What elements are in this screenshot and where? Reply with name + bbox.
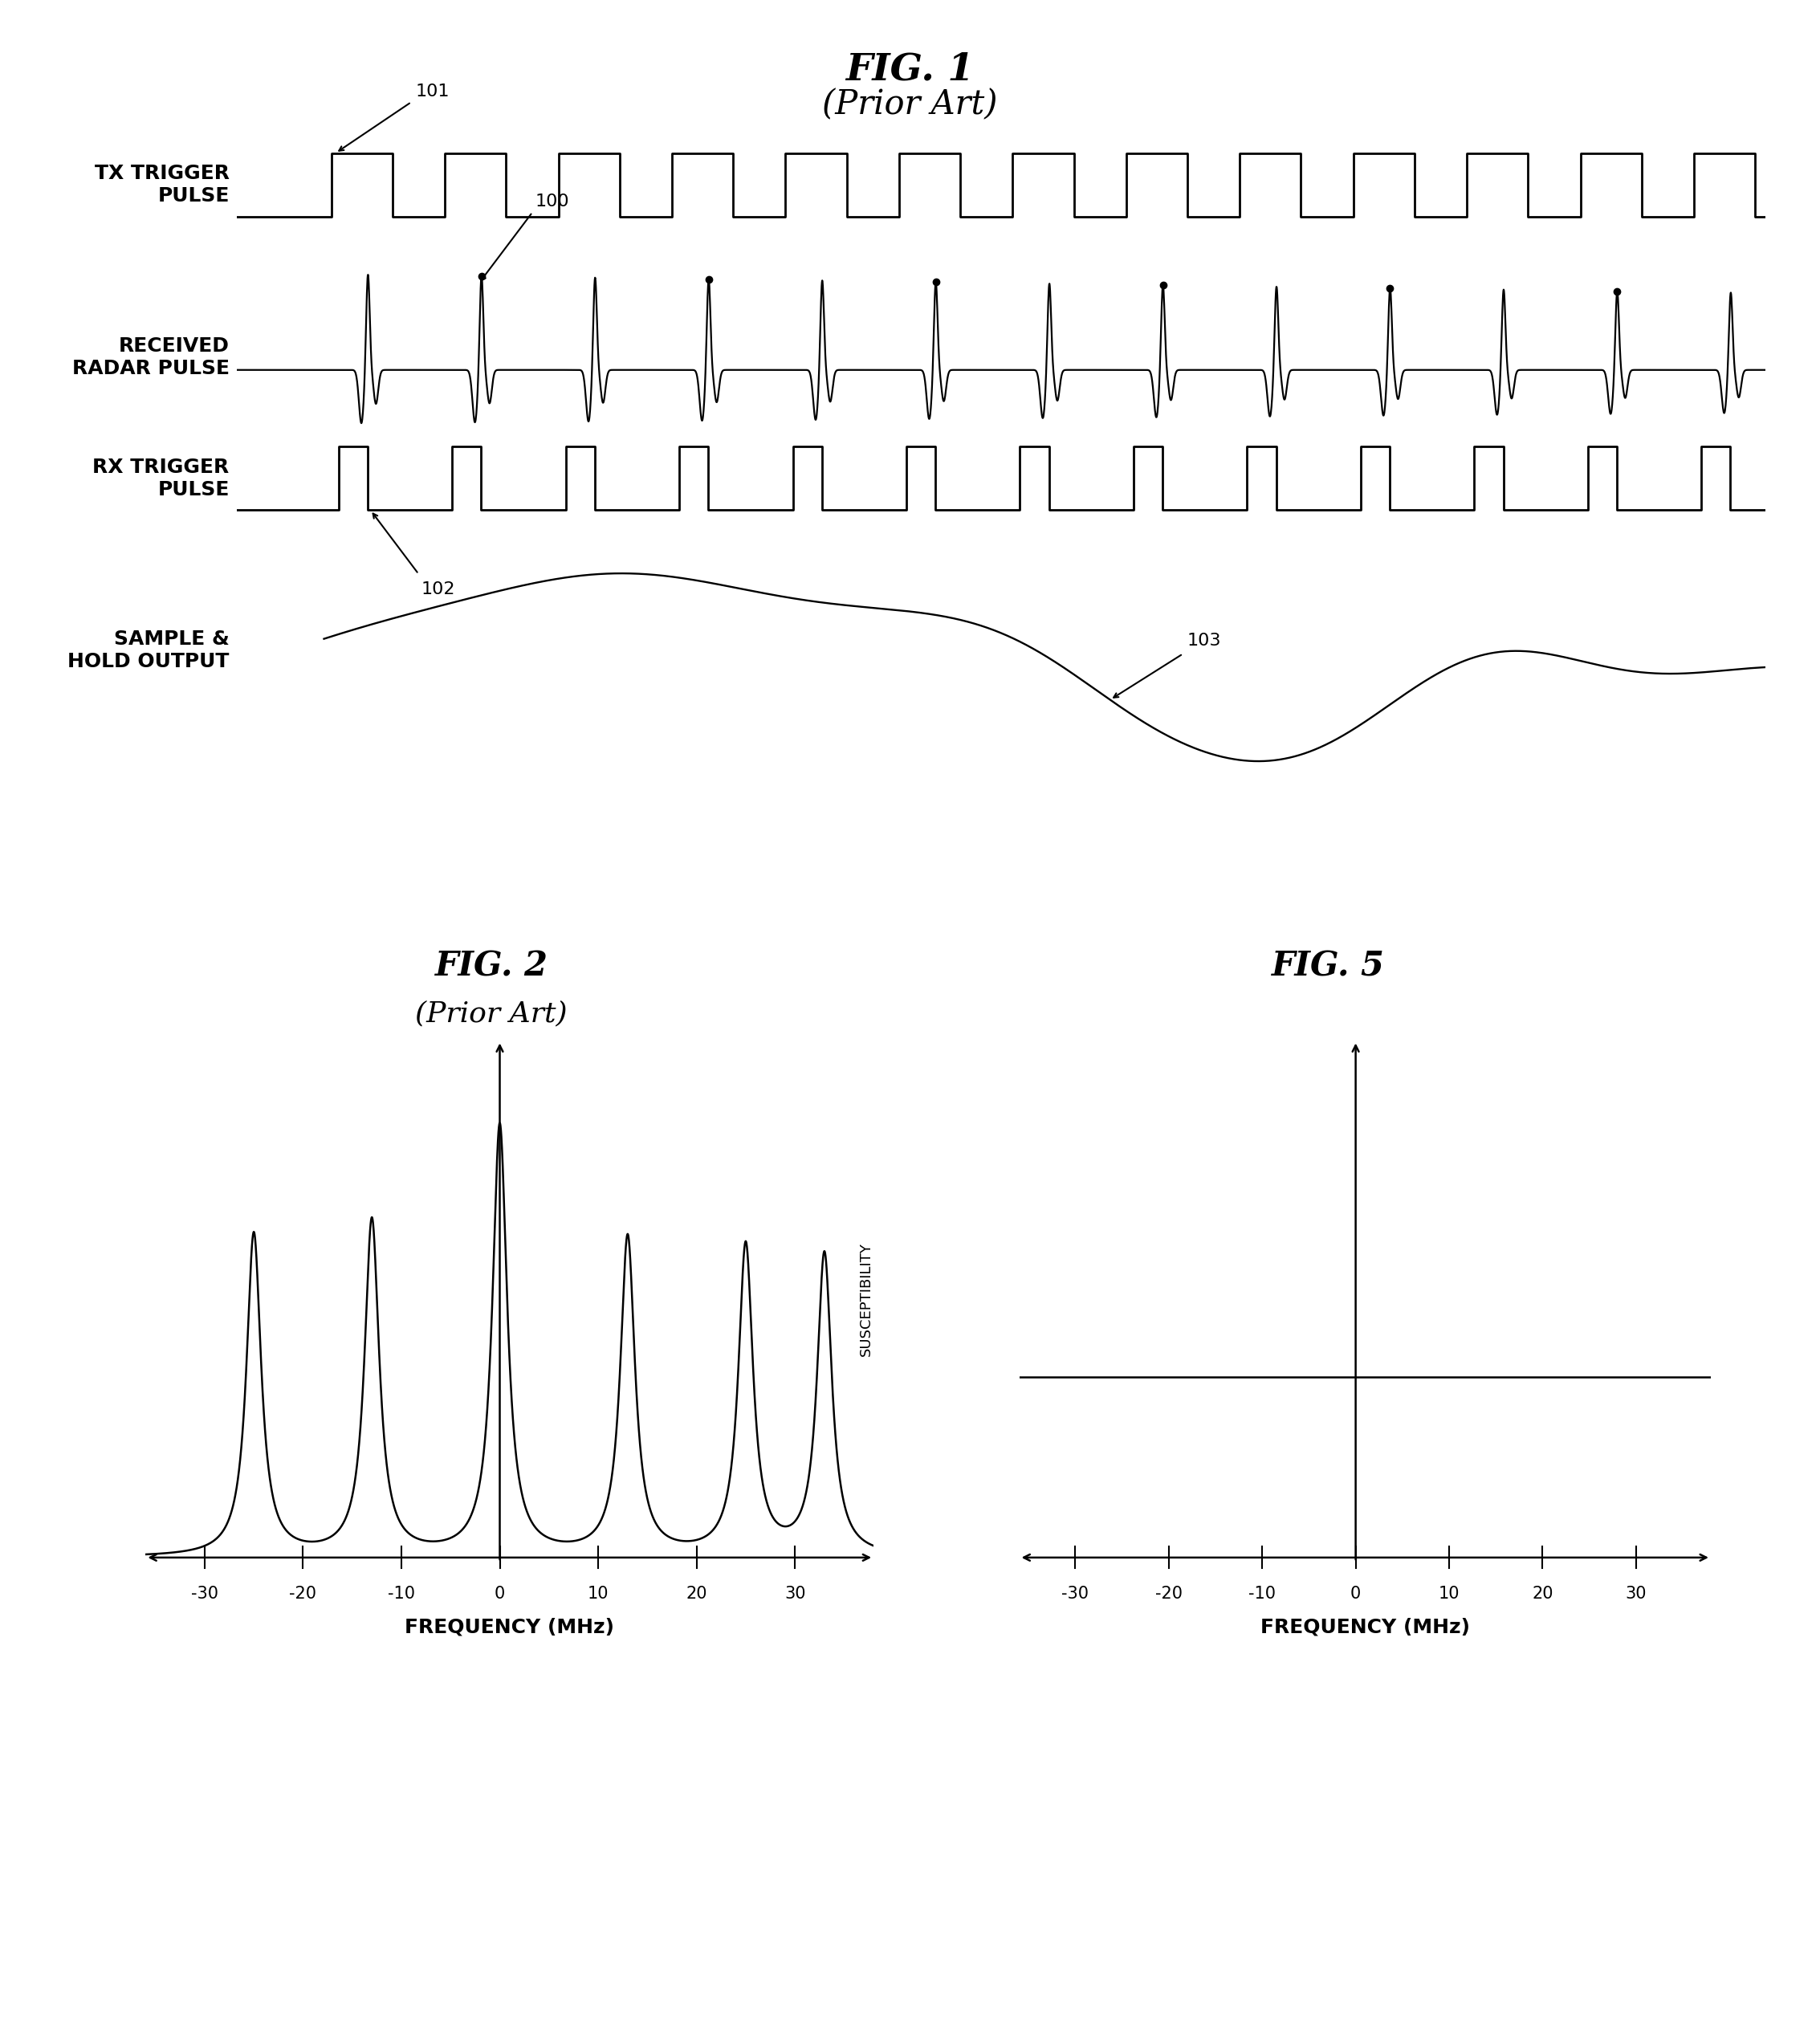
Text: FIG. 1: FIG. 1 — [846, 51, 974, 88]
Text: SUSCEPTIBILITY: SUSCEPTIBILITY — [859, 1243, 874, 1355]
Text: -10: -10 — [1249, 1586, 1276, 1602]
Text: -30: -30 — [191, 1586, 218, 1602]
Text: FREQUENCY (MHz): FREQUENCY (MHz) — [404, 1619, 615, 1637]
Text: 0: 0 — [495, 1586, 506, 1602]
Text: 20: 20 — [686, 1586, 708, 1602]
Text: 103: 103 — [1187, 633, 1221, 649]
Text: FIG. 5: FIG. 5 — [1272, 949, 1385, 984]
Text: FIG. 2: FIG. 2 — [435, 949, 548, 984]
Text: SAMPLE &
HOLD OUTPUT: SAMPLE & HOLD OUTPUT — [67, 631, 229, 671]
Text: 0: 0 — [1350, 1586, 1361, 1602]
Text: 20: 20 — [1532, 1586, 1552, 1602]
Text: 10: 10 — [1438, 1586, 1460, 1602]
Text: -10: -10 — [388, 1586, 415, 1602]
Text: -20: -20 — [1156, 1586, 1183, 1602]
Text: RECEIVED
RADAR PULSE: RECEIVED RADAR PULSE — [73, 337, 229, 378]
Text: RX TRIGGER
PULSE: RX TRIGGER PULSE — [93, 457, 229, 500]
Text: 30: 30 — [1625, 1586, 1647, 1602]
Text: (Prior Art): (Prior Art) — [823, 88, 997, 122]
Text: 101: 101 — [415, 84, 450, 100]
Text: 30: 30 — [784, 1586, 806, 1602]
Text: TX TRIGGER
PULSE: TX TRIGGER PULSE — [95, 163, 229, 206]
Text: FREQUENCY (MHz): FREQUENCY (MHz) — [1259, 1619, 1471, 1637]
Text: 100: 100 — [535, 194, 570, 210]
Text: 102: 102 — [422, 582, 455, 598]
Text: 10: 10 — [588, 1586, 608, 1602]
Text: (Prior Art): (Prior Art) — [415, 1000, 568, 1027]
Text: -30: -30 — [1061, 1586, 1088, 1602]
Text: -20: -20 — [289, 1586, 317, 1602]
